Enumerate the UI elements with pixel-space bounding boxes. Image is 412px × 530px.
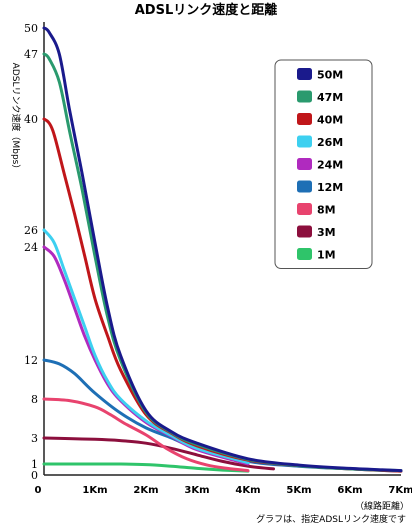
- y-tick-label: 3: [31, 432, 38, 445]
- y-tick-label: 8: [31, 393, 38, 406]
- legend-label: 3M: [317, 226, 336, 239]
- legend-swatch: [297, 158, 312, 170]
- x-tick-label: 3Km: [184, 485, 209, 496]
- legend-label: 12M: [317, 181, 343, 194]
- y-tick-label: 24: [24, 241, 38, 254]
- series-line-1m: [42, 462, 250, 473]
- y-tick-label: 47: [24, 48, 38, 61]
- y-tick-label: 12: [24, 354, 38, 367]
- x-tick-labels: 0 1Km 2Km 3Km 4Km 5Km 6Km 7Km: [35, 485, 412, 496]
- x-axis-label: （線路距離）: [355, 500, 409, 512]
- legend-swatch: [297, 90, 312, 103]
- legend-label: 8M: [317, 204, 336, 217]
- x-tick-label: 7Km: [388, 485, 412, 496]
- chart-title: ADSLリンク速度と距離: [135, 2, 278, 18]
- chart-footnote: グラフは、指定ADSLリンク速度です: [256, 513, 406, 525]
- y-tick-label: 50: [24, 22, 38, 35]
- legend-swatch: [297, 225, 312, 238]
- x-tick-label: 6Km: [337, 485, 362, 496]
- series-lines: [42, 26, 403, 473]
- legend-label: 50M: [317, 69, 343, 82]
- y-tick-label: 26: [24, 224, 38, 237]
- legend: 50M 47M 40M 26M 24M 12M 8M 3M 1M: [274, 59, 373, 269]
- x-tick-label: 4Km: [235, 485, 260, 496]
- legend-swatch: [297, 180, 312, 193]
- legend-swatch: [297, 135, 312, 148]
- series-line-24m: [42, 245, 250, 466]
- y-tick-label: 40: [24, 113, 38, 126]
- legend-label: 24M: [317, 159, 343, 172]
- y-tick-label: 0: [31, 469, 38, 482]
- series-line-8m: [42, 397, 250, 473]
- legend-label: 1M: [317, 249, 336, 262]
- legend-label: 40M: [317, 114, 343, 127]
- series-line-50m: [42, 26, 403, 473]
- legend-swatch: [297, 68, 312, 80]
- legend-label: 47M: [317, 91, 343, 104]
- legend-box: [274, 59, 373, 269]
- legend-swatch: [297, 203, 312, 215]
- x-tick-label: 1Km: [82, 485, 107, 496]
- y-tick-label: 1: [31, 458, 38, 471]
- x-tick-label: 2Km: [133, 485, 158, 496]
- x-tick-label: 5Km: [286, 485, 311, 496]
- legend-label: 26M: [317, 136, 343, 149]
- y-axis-label: ADSLリンク速度（Mbps）: [10, 63, 22, 174]
- series-line-3m: [42, 436, 275, 471]
- y-tick-labels: 01 3 8 12 24 26 40 47 50: [24, 22, 38, 482]
- x-tick-label: 0: [35, 485, 42, 496]
- series-line-26m: [42, 228, 250, 465]
- legend-swatch: [297, 113, 312, 125]
- legend-swatch: [297, 248, 312, 260]
